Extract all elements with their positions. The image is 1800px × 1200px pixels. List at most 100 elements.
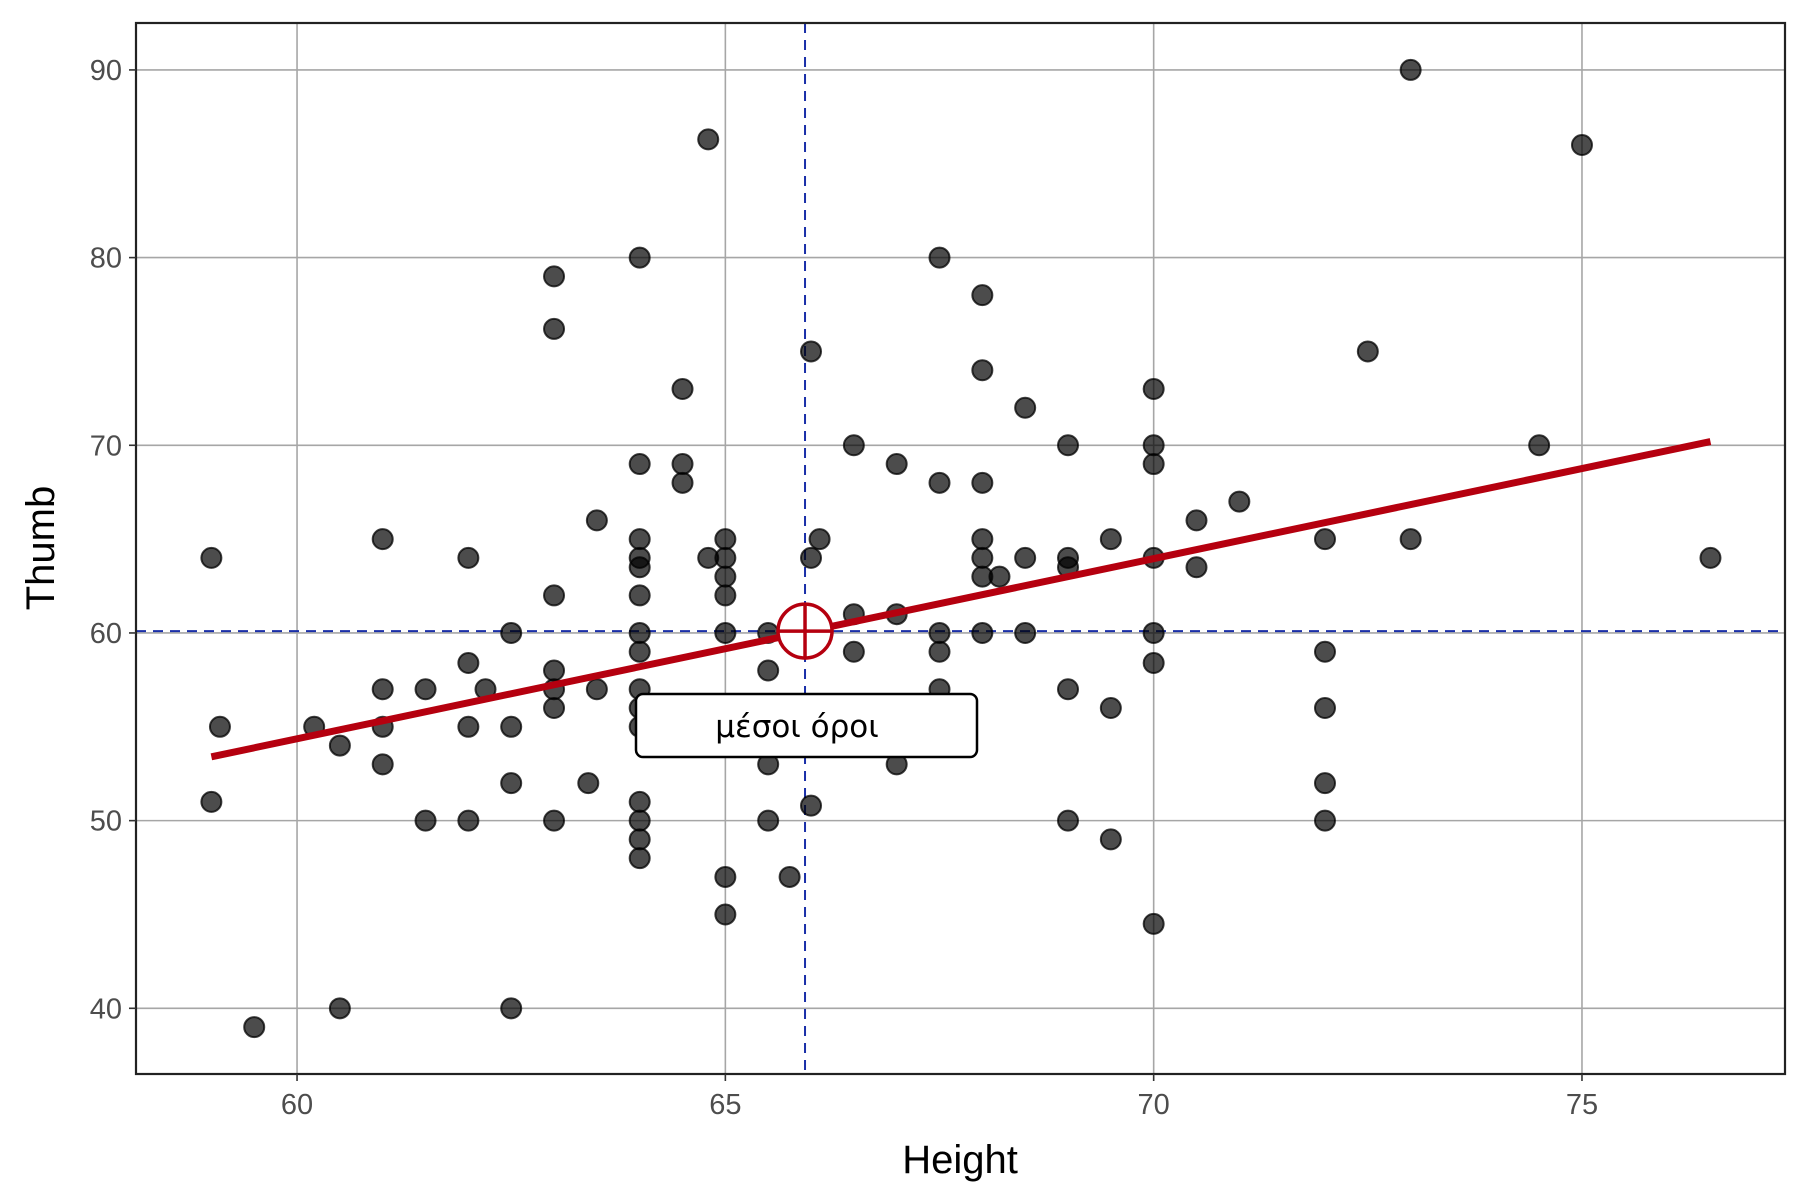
annotation-label: μέσοι όροι [634,692,979,759]
data-point [1399,58,1422,81]
data-point [500,621,523,644]
x-tick-label: 60 [281,1089,313,1121]
data-point [1099,528,1122,551]
data-point [971,471,994,494]
data-point [697,128,720,151]
data-point [543,317,566,340]
data-point [714,621,737,644]
data-point [757,659,780,682]
data-point [928,640,951,663]
plot-border [134,21,1787,1076]
data-point [928,621,951,644]
annotation-text: μέσοι όροι [715,709,879,745]
data-point [671,377,694,400]
data-point [714,565,737,588]
data-point [371,678,394,701]
y-tick-label: 80 [90,243,122,275]
data-point [885,453,908,476]
data-point [1313,772,1336,795]
data-point [628,809,651,832]
data-point [714,528,737,551]
data-point [457,651,480,674]
data-point [1313,697,1336,720]
data-point [1057,678,1080,701]
data-point [457,809,480,832]
data-point [971,284,994,307]
data-point [1313,640,1336,663]
data-point [1099,828,1122,851]
data-point [500,997,523,1020]
x-tick-label: 65 [709,1089,741,1121]
data-point [671,471,694,494]
data-point [1399,528,1422,551]
data-point [714,584,737,607]
data-point [371,528,394,551]
data-point [243,1016,266,1039]
data-point [543,697,566,720]
data-point [585,678,608,701]
data-point [842,434,865,457]
data-point [1142,651,1165,674]
data-point [1099,697,1122,720]
data-point [585,509,608,532]
data-point [1356,340,1379,363]
data-point [1313,809,1336,832]
data-point [1228,490,1251,513]
data-point [628,453,651,476]
data-point [971,621,994,644]
data-point [1528,434,1551,457]
data-point [1057,809,1080,832]
data-point [457,546,480,569]
data-point [1142,621,1165,644]
data-point [543,265,566,288]
data-point [500,772,523,795]
data-point [971,359,994,382]
data-point [842,640,865,663]
data-point [800,546,823,569]
data-point [714,865,737,888]
data-point [543,659,566,682]
data-point [928,471,951,494]
data-point [414,809,437,832]
y-tick-label: 40 [90,993,122,1025]
data-point [628,640,651,663]
data-point [1313,528,1336,551]
data-point [1185,509,1208,532]
data-point [628,621,651,644]
mean-lines [136,23,1785,1074]
data-point [928,246,951,269]
data-point [208,715,231,738]
data-point [628,584,651,607]
mean-point-marker [776,602,834,660]
data-point [543,809,566,832]
data-point [1699,546,1722,569]
data-point [1014,396,1037,419]
x-tick-label: 75 [1566,1089,1598,1121]
data-point [1057,434,1080,457]
data-point [328,997,351,1020]
y-tick-label: 60 [90,618,122,650]
data-point [628,828,651,851]
data-point [371,753,394,776]
y-axis-title: Thumb [19,486,63,611]
points [200,58,1722,1039]
data-point [457,715,480,738]
data-point [1014,546,1037,569]
regression-line [210,438,1712,761]
data-point [328,734,351,757]
data-point [971,528,994,551]
data-point [543,584,566,607]
data-point [1185,556,1208,579]
y-tick-label: 90 [90,55,122,87]
data-point [714,903,737,926]
data-point [971,546,994,569]
data-point [988,565,1011,588]
data-point [1142,377,1165,400]
data-point [200,546,223,569]
data-point [671,453,694,476]
axis-ticks: 60 65 70 75 40 50 60 70 80 90 [90,55,1598,1121]
data-point [1142,434,1165,457]
regression-line-path [210,438,1712,761]
data-point [1142,453,1165,476]
